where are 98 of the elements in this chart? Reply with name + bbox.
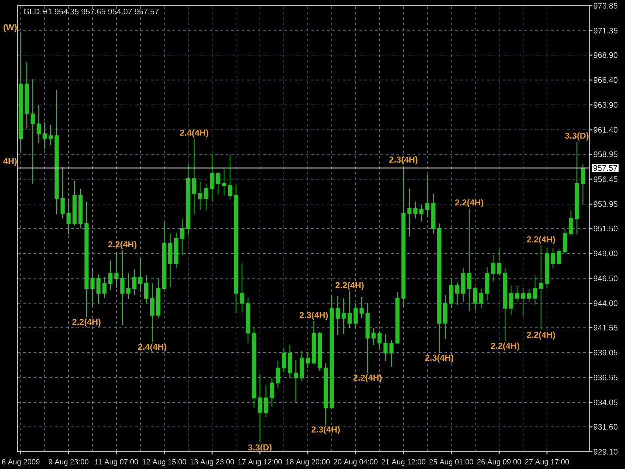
candlestick <box>360 297 364 319</box>
candlestick <box>342 298 346 335</box>
candlestick <box>126 273 131 300</box>
candlestick <box>354 304 358 328</box>
text: (W) <box>4 24 17 32</box>
y-tick-label: 958.95 <box>594 152 618 158</box>
candlestick <box>18 32 24 152</box>
text: 4H) <box>3 158 17 166</box>
candlestick <box>509 285 514 316</box>
candlestick <box>449 278 454 309</box>
annotation: 2.3(4H) <box>312 426 340 435</box>
candlestick <box>420 204 424 222</box>
candlestick <box>162 221 167 290</box>
annotation: 3.3(D) <box>565 132 589 141</box>
candlestick <box>348 291 352 329</box>
y-tick-label: 934.05 <box>594 400 618 406</box>
candlestick <box>144 275 149 304</box>
candlestick <box>336 296 340 336</box>
candlestick <box>120 250 125 326</box>
y-tick-label: 956.45 <box>594 176 618 182</box>
candlestick <box>294 360 298 403</box>
candlestick <box>461 268 466 303</box>
candlestick <box>473 287 478 311</box>
candlestick <box>318 332 322 372</box>
candlestick <box>324 362 328 426</box>
candlestick <box>569 210 574 236</box>
candlestick <box>276 360 280 389</box>
candlestick <box>60 166 65 220</box>
candlestick <box>186 164 191 236</box>
candlestick <box>438 223 442 354</box>
annotation: 2.2(4H) <box>527 332 556 340</box>
y-tick-label: 963.90 <box>594 102 618 108</box>
candlestick <box>192 138 196 216</box>
y-tick-label: 941.55 <box>594 325 618 331</box>
candlestick <box>198 182 202 210</box>
candlestick <box>444 295 448 340</box>
annotation: 2.4(4H) <box>180 130 208 138</box>
candlestick <box>455 282 460 306</box>
candlestick <box>581 164 586 206</box>
candlestick <box>210 154 214 202</box>
candlestick <box>150 283 155 343</box>
candlestick <box>180 218 185 256</box>
annotation: 3.3(D) <box>248 444 272 452</box>
candlestick <box>174 232 179 270</box>
annotation: 2.2(4H) <box>491 342 520 351</box>
candlestick <box>575 142 580 236</box>
candlestick <box>432 193 436 234</box>
candlestick <box>288 344 292 379</box>
annotation: 2.3(4H) <box>300 312 328 320</box>
candlestick <box>306 352 310 369</box>
y-tick-label: 971.35 <box>594 28 618 34</box>
candlestick <box>300 350 304 382</box>
annotation: 2.2(4H) <box>108 241 137 250</box>
annotation: 2.4(4H) <box>138 344 167 352</box>
y-tick-label: 966.40 <box>594 77 618 84</box>
candlestick <box>479 289 484 309</box>
ref-line-label: 957.57 <box>594 165 618 172</box>
y-tick-label: 951.50 <box>594 226 618 232</box>
candlestick <box>132 269 137 296</box>
candlestick <box>54 90 59 216</box>
annotation: 2.2(4H) <box>527 236 556 244</box>
y-tick-label: 953.95 <box>594 202 618 208</box>
annotation: 2.2(4H) <box>336 282 364 290</box>
candlestick <box>42 122 47 150</box>
candlestick <box>467 208 472 312</box>
annotation: 2.3(4H) <box>390 156 418 165</box>
candlestick <box>138 258 143 293</box>
candlestick <box>36 104 42 144</box>
candlestick <box>503 268 508 342</box>
candlestick <box>168 233 173 288</box>
candlestick <box>312 321 316 365</box>
y-tick-label: 949.00 <box>594 250 618 257</box>
candlestick <box>30 78 36 184</box>
annotation: 2.3(4H) <box>425 354 454 363</box>
candlestick <box>270 378 274 408</box>
candlestick <box>156 278 161 319</box>
candlestick <box>491 255 496 282</box>
annotation: 2.2(4H) <box>354 374 382 383</box>
candlestick <box>426 174 430 218</box>
y-tick-label: 939.05 <box>594 350 618 356</box>
y-tick-label: 973.85 <box>594 3 618 9</box>
candlestick <box>48 124 53 146</box>
y-tick-label: 946.50 <box>594 276 618 282</box>
chart-title: GLD.H1 954.35 957.65 954.07 957.57 <box>24 8 159 15</box>
y-tick-label: 936.55 <box>594 374 618 381</box>
candlestick <box>485 267 490 302</box>
candlestick <box>330 295 334 410</box>
candlestick <box>282 348 286 373</box>
y-tick-label: 931.60 <box>594 424 618 430</box>
annotation: 2.2(4H) <box>72 318 101 327</box>
candlestick <box>24 62 30 130</box>
annotation: 2.2(4H) <box>455 199 484 208</box>
y-tick-label: 961.40 <box>594 127 618 133</box>
y-tick-label: 944.00 <box>594 300 618 306</box>
candlestick <box>204 184 208 212</box>
y-tick-label: 968.90 <box>594 52 618 58</box>
candlestick <box>497 248 502 276</box>
y-tick-label: 929.10 <box>594 449 618 455</box>
